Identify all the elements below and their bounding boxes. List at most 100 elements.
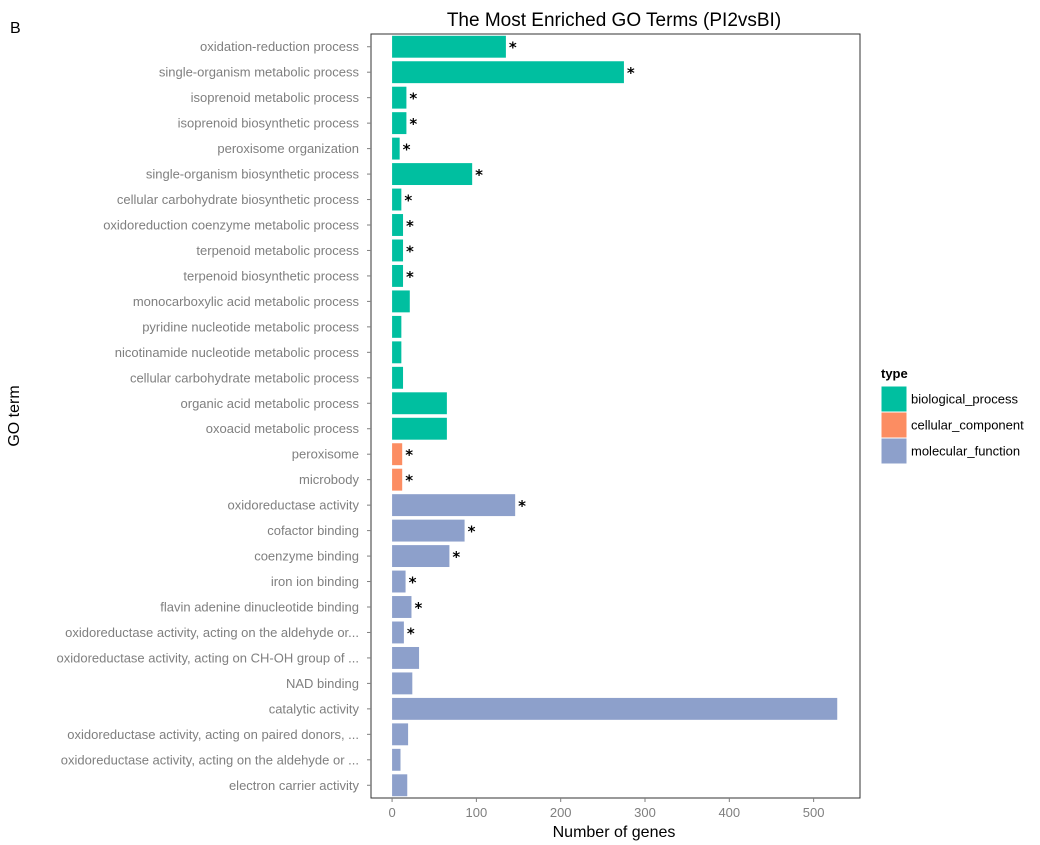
bar-oxidoreductase-activity-acting-on-ch-oh-group-of-24: [392, 646, 420, 669]
bar-terpenoid-metabolic-process-8: [392, 239, 404, 262]
legend-key-cellular-component: [880, 411, 908, 439]
bar-catalytic-activity-26: [392, 697, 838, 720]
y-tick-label-cellular-carbohydrate-metabolic-process-13: cellular carbohydrate metabolic process: [130, 370, 360, 385]
y-axis: oxidation-reduction process single-organi…: [56, 39, 371, 793]
significance-marker-oxidation-reduction-process-0: *: [509, 39, 517, 57]
significance-marker-terpenoid-biosynthetic-process-9: *: [406, 268, 414, 286]
y-tick-label-oxidoreductase-activity-18: oxidoreductase activity: [227, 498, 359, 513]
significance-marker-single-organism-biosynthetic-process-5: *: [475, 166, 483, 184]
y-axis-title: GO term: [6, 385, 23, 446]
bar-oxidoreductase-activity-acting-on-the-aldehyde-or-23: [392, 621, 404, 644]
bar-nad-binding-25: [392, 672, 413, 695]
bar-oxoacid-metabolic-process-15: [392, 417, 447, 440]
y-tick-label-iron-ion-binding-21: iron ion binding: [271, 574, 359, 589]
bar-oxidoreductase-activity-18: [392, 494, 516, 517]
significance-marker-coenzyme-binding-20: *: [452, 548, 460, 566]
y-tick-label-pyridine-nucleotide-metabolic-process-11: pyridine nucleotide metabolic process: [142, 319, 359, 334]
y-tick-label-oxidoreductase-activity-acting-on-paired-donors-27: oxidoreductase activity, acting on paire…: [67, 727, 359, 742]
y-tick-label-microbody-17: microbody: [299, 472, 359, 487]
bar-iron-ion-binding-21: [392, 570, 406, 593]
y-tick-label-single-organism-metabolic-process-1: single-organism metabolic process: [159, 65, 360, 80]
y-tick-label-oxidoreductase-activity-acting-on-the-aldehyde-or-28: oxidoreductase activity, acting on the a…: [61, 752, 359, 767]
y-tick-label-flavin-adenine-dinucleotide-binding-22: flavin adenine dinucleotide binding: [160, 600, 359, 615]
bar-microbody-17: [392, 468, 403, 491]
y-tick-label-nicotinamide-nucleotide-metabolic-process-12: nicotinamide nucleotide metabolic proces…: [115, 345, 360, 360]
significance-marker-peroxisome-organization-4: *: [403, 141, 411, 159]
bar-oxidoreductase-activity-acting-on-paired-donors-27: [392, 723, 409, 746]
x-tick-label-0: 0: [388, 805, 395, 820]
bar-flavin-adenine-dinucleotide-binding-22: [392, 596, 412, 618]
x-tick-label-400: 400: [718, 805, 740, 820]
bar-single-organism-biosynthetic-process-5: [392, 163, 473, 186]
y-tick-label-isoprenoid-metabolic-process-2: isoprenoid metabolic process: [191, 90, 360, 105]
bar-monocarboxylic-acid-metabolic-process-10: [392, 290, 410, 313]
significance-marker-cofactor-binding-19: *: [468, 523, 476, 541]
y-tick-label-organic-acid-metabolic-process-14: organic acid metabolic process: [181, 396, 360, 411]
significance-marker-oxidoreduction-coenzyme-metabolic-process-7: *: [406, 217, 414, 235]
chart-title: The Most Enriched GO Terms (PI2vsBI): [447, 10, 781, 31]
legend: type biological_process cellular_componen…: [880, 366, 1024, 465]
significance-marker-oxidoreductase-activity-18: *: [518, 497, 526, 515]
legend-title: type: [881, 366, 908, 381]
x-tick-label-300: 300: [634, 805, 656, 820]
legend-label-cellular-component: cellular_component: [911, 418, 1024, 433]
significance-marker-single-organism-metabolic-process-1: *: [627, 64, 635, 82]
bar-cofactor-binding-19: [392, 519, 465, 542]
y-tick-label-electron-carrier-activity-29: electron carrier activity: [229, 778, 360, 793]
bar-isoprenoid-biosynthetic-process-3: [392, 112, 407, 135]
x-tick-label-500: 500: [803, 805, 825, 820]
y-tick-label-single-organism-biosynthetic-process-5: single-organism biosynthetic process: [146, 167, 360, 182]
significance-marker-isoprenoid-biosynthetic-process-3: *: [409, 115, 417, 133]
y-tick-label-peroxisome-organization-4: peroxisome organization: [217, 141, 359, 156]
bar-oxidoreductase-activity-acting-on-the-aldehyde-or-28: [392, 748, 401, 771]
bar-terpenoid-biosynthetic-process-9: [392, 264, 404, 287]
y-tick-label-oxidoreduction-coenzyme-metabolic-process-7: oxidoreduction coenzyme metabolic proces…: [103, 218, 359, 233]
y-tick-label-catalytic-activity-26: catalytic activity: [269, 701, 360, 716]
legend-label-biological-process: biological_process: [911, 392, 1018, 407]
panel-label: B: [10, 20, 21, 37]
significance-marker-microbody-17: *: [405, 472, 413, 490]
y-tick-label-oxidoreductase-activity-acting-on-the-aldehyde-or-23: oxidoreductase activity, acting on the a…: [65, 625, 359, 640]
bar-oxidation-reduction-process-0: [392, 35, 506, 58]
plot-border: [370, 33, 861, 799]
legend-key-biological-process: [880, 385, 908, 413]
bar-peroxisome-16: [392, 443, 403, 466]
bar-single-organism-metabolic-process-1: [392, 61, 624, 84]
y-tick-label-coenzyme-binding-20: coenzyme binding: [254, 549, 359, 564]
x-tick-label-100: 100: [466, 805, 488, 820]
significance-marker-isoprenoid-metabolic-process-2: *: [409, 90, 417, 108]
y-tick-label-cellular-carbohydrate-biosynthetic-process-6: cellular carbohydrate biosynthetic proce…: [117, 192, 360, 207]
bar-cellular-carbohydrate-metabolic-process-13: [392, 366, 404, 389]
significance-marker-peroxisome-16: *: [405, 446, 413, 464]
significance-marker-iron-ion-binding-21: *: [409, 574, 417, 592]
x-axis-title: Number of genes: [553, 824, 676, 841]
significance-marker-terpenoid-metabolic-process-8: *: [406, 242, 414, 260]
bar-cellular-carbohydrate-biosynthetic-process-6: [392, 188, 402, 211]
y-tick-label-monocarboxylic-acid-metabolic-process-10: monocarboxylic acid metabolic process: [133, 294, 360, 309]
y-tick-label-oxoacid-metabolic-process-15: oxoacid metabolic process: [206, 421, 360, 436]
bar-oxidoreduction-coenzyme-metabolic-process-7: [392, 214, 404, 236]
y-tick-label-terpenoid-metabolic-process-8: terpenoid metabolic process: [196, 243, 359, 258]
y-tick-label-terpenoid-biosynthetic-process-9: terpenoid biosynthetic process: [183, 268, 359, 283]
legend-key-molecular-function: [880, 437, 908, 465]
significance-marker-oxidoreductase-activity-acting-on-the-aldehyde-or-23: *: [407, 624, 415, 642]
y-tick-label-nad-binding-25: NAD binding: [286, 676, 359, 691]
y-tick-label-peroxisome-16: peroxisome: [292, 447, 359, 462]
y-tick-label-cofactor-binding-19: cofactor binding: [267, 523, 359, 538]
bar-isoprenoid-metabolic-process-2: [392, 86, 407, 109]
legend-label-molecular-function: molecular_function: [911, 444, 1020, 459]
x-axis: 0 100 200 300 400 500: [388, 798, 824, 820]
bar-peroxisome-organization-4: [392, 137, 400, 160]
significance-marker-flavin-adenine-dinucleotide-binding-22: *: [414, 599, 422, 617]
x-tick-label-200: 200: [550, 805, 572, 820]
bar-coenzyme-binding-20: [392, 545, 450, 568]
bar-organic-acid-metabolic-process-14: [392, 392, 447, 415]
significance-marker-cellular-carbohydrate-biosynthetic-process-6: *: [404, 192, 412, 210]
plot-area: * * * * * * * * * * * * * * * * * *: [392, 35, 838, 797]
y-tick-label-oxidoreductase-activity-acting-on-ch-oh-group-of-24: oxidoreductase activity, acting on CH-OH…: [56, 650, 359, 665]
y-tick-label-oxidation-reduction-process-0: oxidation-reduction process: [200, 39, 359, 54]
y-tick-label-isoprenoid-biosynthetic-process-3: isoprenoid biosynthetic process: [178, 116, 360, 131]
bar-nicotinamide-nucleotide-metabolic-process-12: [392, 341, 402, 364]
bar-pyridine-nucleotide-metabolic-process-11: [392, 315, 402, 338]
